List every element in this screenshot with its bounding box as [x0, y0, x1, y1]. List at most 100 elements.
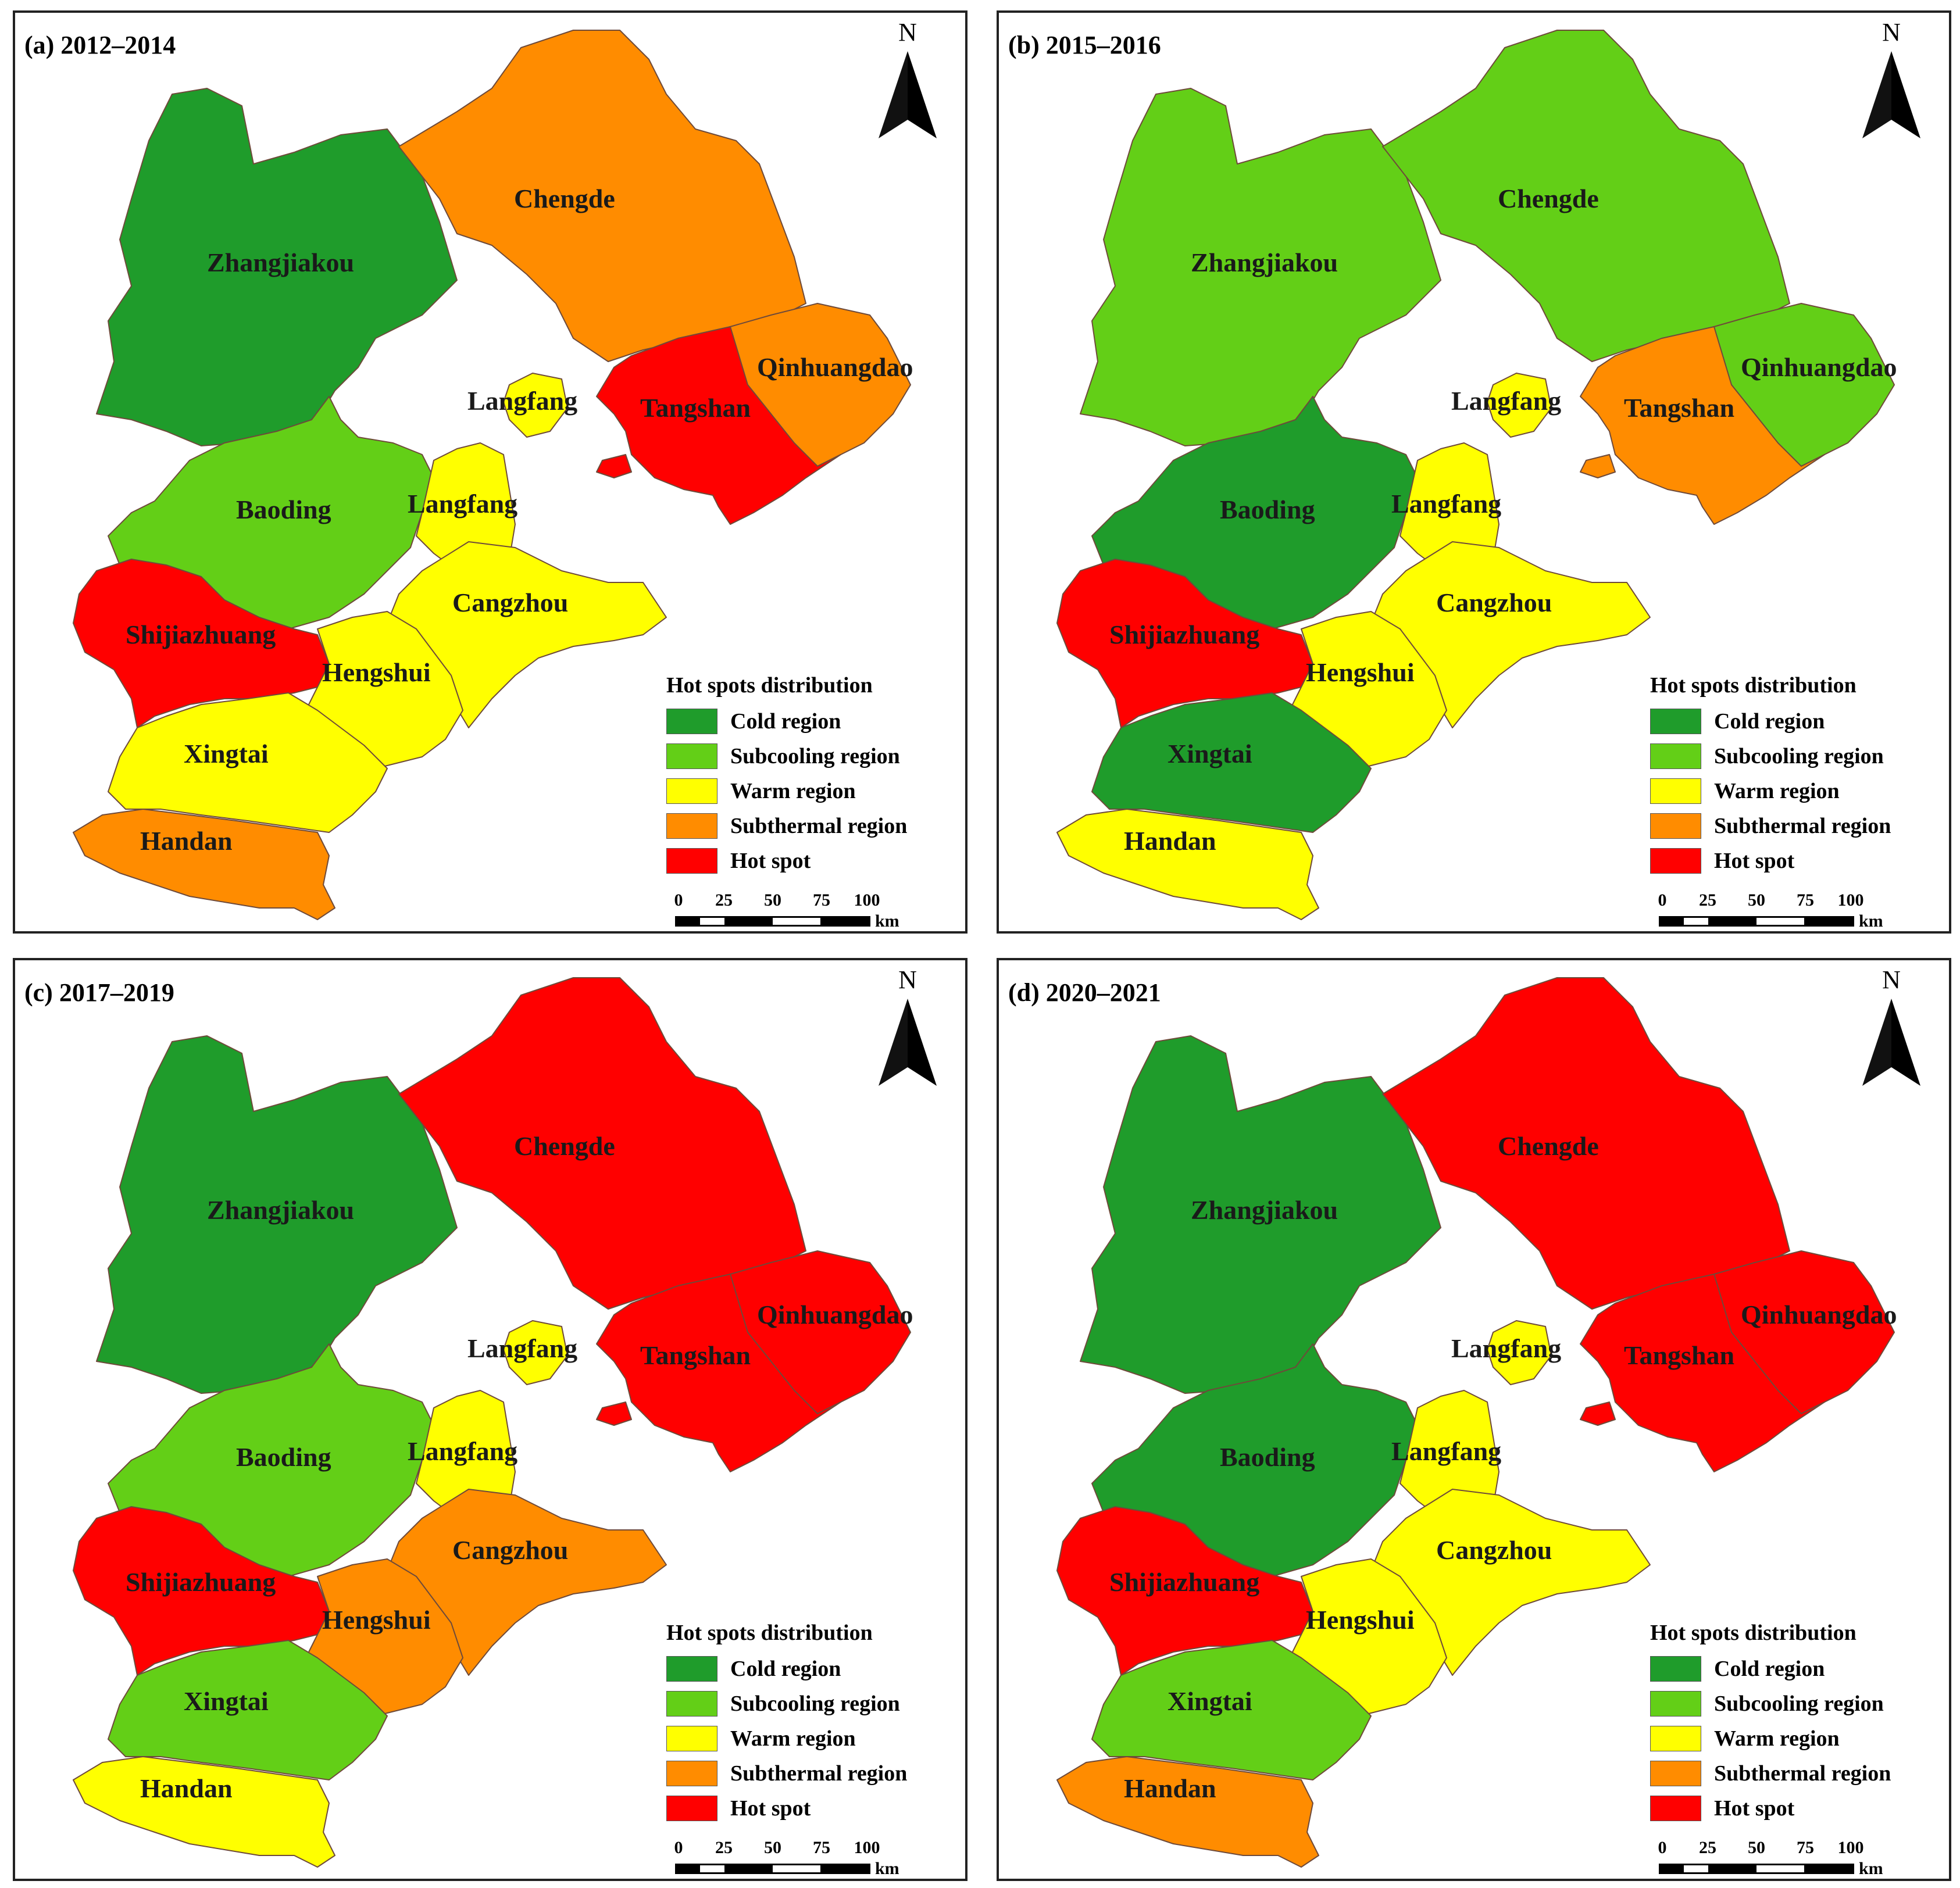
region-langfang-north — [503, 1320, 568, 1385]
scale-unit: km — [875, 911, 899, 931]
region-chengde — [398, 977, 806, 1310]
north-arrow: N — [876, 17, 940, 145]
scale-tick: 25 — [715, 891, 733, 910]
scale-unit: km — [1859, 911, 1883, 931]
region-xingtai — [108, 692, 388, 833]
label-langfang-north: Langfang — [1451, 1333, 1561, 1363]
legend-swatch-cold — [666, 709, 717, 734]
scale-bar-graphic — [1659, 916, 1854, 927]
scale-tick: 100 — [1837, 1838, 1864, 1857]
label-tangshan: Tangshan — [1624, 393, 1734, 423]
hebei-map: Zhangjiakou Chengde Qinhuangdao Tangshan… — [73, 30, 913, 920]
legend-label: Hot spot — [730, 849, 811, 873]
north-label: N — [1882, 18, 1901, 47]
map-panel-d: Zhangjiakou Chengde Qinhuangdao Tangshan… — [997, 958, 1951, 1881]
label-shijiazhuang: Shijiazhuang — [126, 620, 276, 649]
label-baoding: Baoding — [1220, 495, 1315, 524]
label-cangzhou: Cangzhou — [1436, 588, 1552, 617]
label-langfang-north: Langfang — [1451, 386, 1561, 416]
label-baoding: Baoding — [236, 495, 331, 524]
legend-item-hot: Hot spot — [1650, 843, 1941, 878]
label-zhangjiakou: Zhangjiakou — [1191, 1195, 1338, 1225]
region-xingtai — [1091, 1640, 1372, 1780]
legend-swatch-subcooling — [666, 743, 717, 769]
legend: Hot spots distribution Cold region Subco… — [1650, 673, 1941, 878]
label-chengde: Chengde — [1498, 1131, 1599, 1161]
scale-tick: 25 — [1699, 891, 1716, 910]
legend: Hot spots distribution Cold region Subco… — [1650, 1620, 1941, 1826]
panel-title: (b) 2015–2016 — [1008, 31, 1161, 59]
legend-label: Subthermal region — [1714, 1761, 1891, 1786]
scale-unit: km — [1859, 1859, 1883, 1878]
label-baoding: Baoding — [236, 1442, 331, 1472]
label-zhangjiakou: Zhangjiakou — [207, 1195, 354, 1225]
panel-title: (c) 2017–2019 — [24, 978, 174, 1007]
label-hengshui: Hengshui — [322, 657, 431, 687]
scale-tick: 75 — [813, 891, 830, 910]
label-hengshui: Hengshui — [1306, 1605, 1415, 1635]
legend-swatch-warm — [666, 778, 717, 804]
legend-swatch-hot — [666, 1796, 717, 1821]
label-xingtai: Xingtai — [184, 739, 269, 768]
legend-item-cold: Cold region — [1650, 1651, 1941, 1686]
label-handan: Handan — [1124, 1773, 1216, 1803]
legend-swatch-subthermal — [1650, 813, 1701, 839]
scale-tick: 0 — [674, 1838, 683, 1857]
legend-title: Hot spots distribution — [1650, 673, 1857, 698]
legend-item-warm: Warm region — [666, 774, 957, 809]
legend-label: Warm region — [1714, 1726, 1840, 1751]
label-zhangjiakou: Zhangjiakou — [207, 248, 354, 277]
scale-bar: 0 25 50 75 100 km — [1658, 891, 1915, 931]
scale-bar: 0 25 50 75 100 km — [1658, 1838, 1915, 1879]
region-hengshui — [1289, 1558, 1447, 1717]
hebei-map: Zhangjiakou Chengde Qinhuangdao Tangshan… — [1056, 30, 1897, 920]
legend-item-subthermal: Subthermal region — [1650, 1756, 1941, 1791]
legend-swatch-subthermal — [666, 1761, 717, 1786]
scale-tick: 100 — [1837, 891, 1864, 910]
legend-item-warm: Warm region — [1650, 1721, 1941, 1756]
scale-tick: 50 — [764, 891, 781, 910]
label-zhangjiakou: Zhangjiakou — [1191, 248, 1338, 277]
legend-label: Warm region — [730, 779, 856, 803]
legend-swatch-subthermal — [1650, 1761, 1701, 1786]
region-xingtai — [1091, 692, 1372, 833]
legend-swatch-subcooling — [1650, 1691, 1701, 1717]
label-cangzhou: Cangzhou — [1436, 1535, 1552, 1565]
scale-bar-graphic — [1659, 1864, 1854, 1874]
scale-tick: 75 — [1797, 1838, 1814, 1857]
label-xingtai: Xingtai — [1168, 739, 1252, 768]
legend-title: Hot spots distribution — [666, 673, 873, 698]
region-baoding — [1091, 396, 1418, 630]
label-langfang-south: Langfang — [1391, 1436, 1501, 1466]
label-handan: Handan — [140, 1773, 233, 1803]
legend-item-warm: Warm region — [666, 1721, 957, 1756]
legend-label: Subcooling region — [1714, 744, 1884, 768]
legend-item-cold: Cold region — [666, 704, 957, 739]
north-arrow-icon — [879, 999, 937, 1086]
legend-item-subthermal: Subthermal region — [1650, 809, 1941, 843]
north-arrow: N — [1859, 17, 1923, 145]
north-label: N — [1882, 966, 1901, 994]
legend-label: Subcooling region — [730, 1692, 900, 1716]
scale-tick: 50 — [1748, 891, 1765, 910]
region-baoding — [1091, 1343, 1418, 1577]
label-shijiazhuang: Shijiazhuang — [1109, 620, 1259, 649]
map-panel-b: Zhangjiakou Chengde Qinhuangdao Tangshan… — [997, 10, 1951, 934]
label-tangshan: Tangshan — [1624, 1340, 1734, 1370]
scale-bar-graphic — [675, 1864, 870, 1874]
region-baoding — [108, 396, 434, 630]
north-arrow: N — [1859, 965, 1923, 1093]
scale-ticks: 0 25 50 75 100 — [674, 1838, 884, 1859]
scale-tick: 25 — [715, 1838, 733, 1857]
legend-item-cold: Cold region — [666, 1651, 957, 1686]
legend-label: Subcooling region — [730, 744, 900, 768]
legend-swatch-cold — [1650, 709, 1701, 734]
legend-item-hot: Hot spot — [666, 1791, 957, 1826]
legend-label: Subthermal region — [730, 1761, 908, 1786]
north-arrow-icon — [1862, 51, 1920, 138]
north-arrow-icon — [879, 51, 937, 138]
scale-tick: 75 — [1797, 891, 1814, 910]
scale-tick: 100 — [854, 1838, 880, 1857]
legend-label: Warm region — [730, 1726, 856, 1751]
label-langfang-south: Langfang — [408, 1436, 517, 1466]
